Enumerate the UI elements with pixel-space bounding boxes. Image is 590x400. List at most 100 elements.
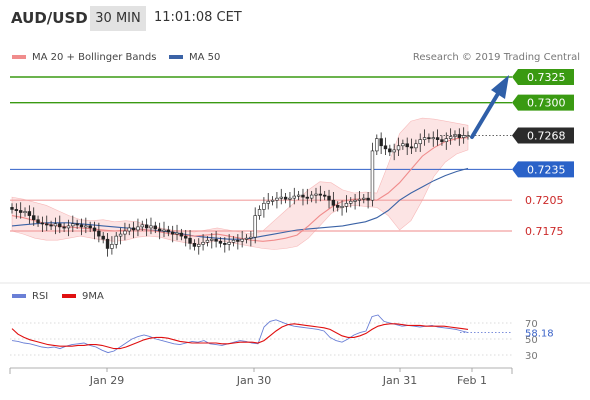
candle-body-39 [179, 232, 184, 237]
candle-body-30 [140, 224, 144, 228]
candle-body-46 [210, 238, 214, 241]
chart-header: AUD/USD 30 MIN 11:01:08 CET [0, 0, 590, 36]
x-tick-label-3: Feb 1 [457, 374, 487, 387]
timeframe-selector[interactable]: 30 MIN [90, 6, 146, 31]
candle-body-47 [214, 238, 218, 242]
level-label-4: 0.7175 [525, 225, 564, 238]
candle-body-2 [18, 210, 23, 213]
candle-body-77 [344, 202, 349, 207]
rsi-tick-1: 50 [525, 335, 538, 346]
candle-body-23 [110, 244, 114, 249]
candle-body-94 [418, 139, 422, 145]
candle-body-24 [114, 235, 118, 245]
current-price-label: 0.7268 [527, 130, 566, 143]
candle-body-69 [309, 194, 314, 199]
candle-body-87 [388, 148, 392, 153]
candle-body-92 [409, 146, 414, 149]
candle-body-83 [370, 150, 375, 201]
legend-rsi: RSI [12, 291, 48, 302]
candle-body-58 [262, 202, 266, 210]
candle-body-37 [170, 231, 175, 235]
candle-body-10 [53, 223, 58, 227]
candle-body-67 [301, 194, 305, 198]
candle-body-62 [279, 196, 283, 199]
legend-ma20-label: MA 20 + Bollinger Bands [32, 52, 157, 63]
candle-body-88 [392, 149, 396, 153]
candle-body-71 [318, 193, 323, 196]
candle-body-73 [327, 195, 331, 201]
candle-body-3 [23, 211, 27, 213]
candle-body-68 [305, 196, 310, 199]
candle-body-34 [157, 228, 162, 232]
candle-body-48 [218, 240, 223, 244]
candle-body-11 [58, 223, 62, 228]
projection-arrow-shaft [470, 90, 501, 139]
candle-body-76 [340, 206, 344, 208]
candle-body-41 [188, 237, 192, 244]
candle-body-81 [362, 197, 366, 200]
legend-ma50-swatch [169, 55, 183, 59]
series-9ma-line [11, 323, 469, 350]
timestamp: 11:01:08 CET [154, 10, 242, 25]
x-tick-label-2: Jan 31 [382, 374, 417, 387]
candle-body-33 [153, 225, 158, 230]
candle-body-8 [45, 223, 49, 226]
candle-body-16 [79, 224, 84, 228]
candle-body-20 [97, 230, 101, 237]
legend-rsi-label: RSI [32, 291, 49, 302]
candle-body-49 [223, 243, 227, 245]
candle-body-85 [379, 138, 383, 147]
candle-body-31 [144, 224, 149, 229]
current-price-tag [512, 127, 574, 144]
candle-body-27 [127, 227, 131, 232]
candle-body-15 [75, 223, 79, 226]
candle-body-17 [84, 225, 88, 228]
candle-body-66 [296, 194, 301, 197]
legend-ma9-label: 9MA [82, 291, 104, 302]
candle-body-79 [353, 199, 357, 202]
candle-body-29 [136, 226, 140, 231]
bollinger-band [11, 117, 469, 250]
legend-ma50: MA 50 [169, 52, 220, 63]
candle-body-35 [162, 229, 166, 232]
candle-body-103 [457, 134, 462, 138]
candle-body-28 [131, 227, 136, 231]
candle-body-22 [105, 238, 110, 249]
research-credit: Research © 2019 Trading Central [412, 52, 580, 63]
candle-body-84 [375, 138, 379, 152]
candle-body-91 [405, 143, 409, 148]
candle-body-60 [270, 199, 275, 202]
level-label-0: 0.7325 [527, 71, 566, 84]
candle-body-75 [336, 205, 340, 208]
candle-body-93 [414, 143, 418, 149]
legend-ma50-label: MA 50 [189, 52, 221, 63]
candle-body-55 [249, 236, 253, 239]
candle-body-7 [40, 222, 45, 225]
candle-body-25 [118, 233, 123, 237]
candle-body-104 [461, 135, 466, 138]
candle-body-44 [201, 241, 205, 245]
level-label-1: 0.7300 [527, 97, 566, 110]
candle-body-95 [422, 137, 427, 140]
candle-body-74 [331, 199, 336, 206]
level-label-2: 0.7235 [527, 163, 566, 176]
candle-body-65 [292, 195, 296, 199]
candle-body-98 [435, 137, 440, 140]
candle-body-51 [231, 239, 236, 243]
level-tag-0 [512, 69, 574, 85]
candle-body-38 [175, 232, 179, 235]
candle-body-0 [10, 207, 14, 210]
series-rsi-line [11, 314, 469, 354]
candle-body-101 [448, 136, 453, 139]
candle-body-1 [14, 209, 19, 211]
candle-body-99 [440, 139, 444, 142]
candle-body-97 [431, 137, 435, 140]
legend-ma9: 9MA [62, 291, 104, 302]
candle-body-54 [244, 237, 249, 240]
legend-rsi-swatch [12, 294, 26, 298]
candle-body-40 [184, 235, 188, 239]
candle-body-13 [66, 225, 71, 229]
candle-body-96 [427, 137, 431, 140]
candle-body-89 [396, 145, 401, 151]
